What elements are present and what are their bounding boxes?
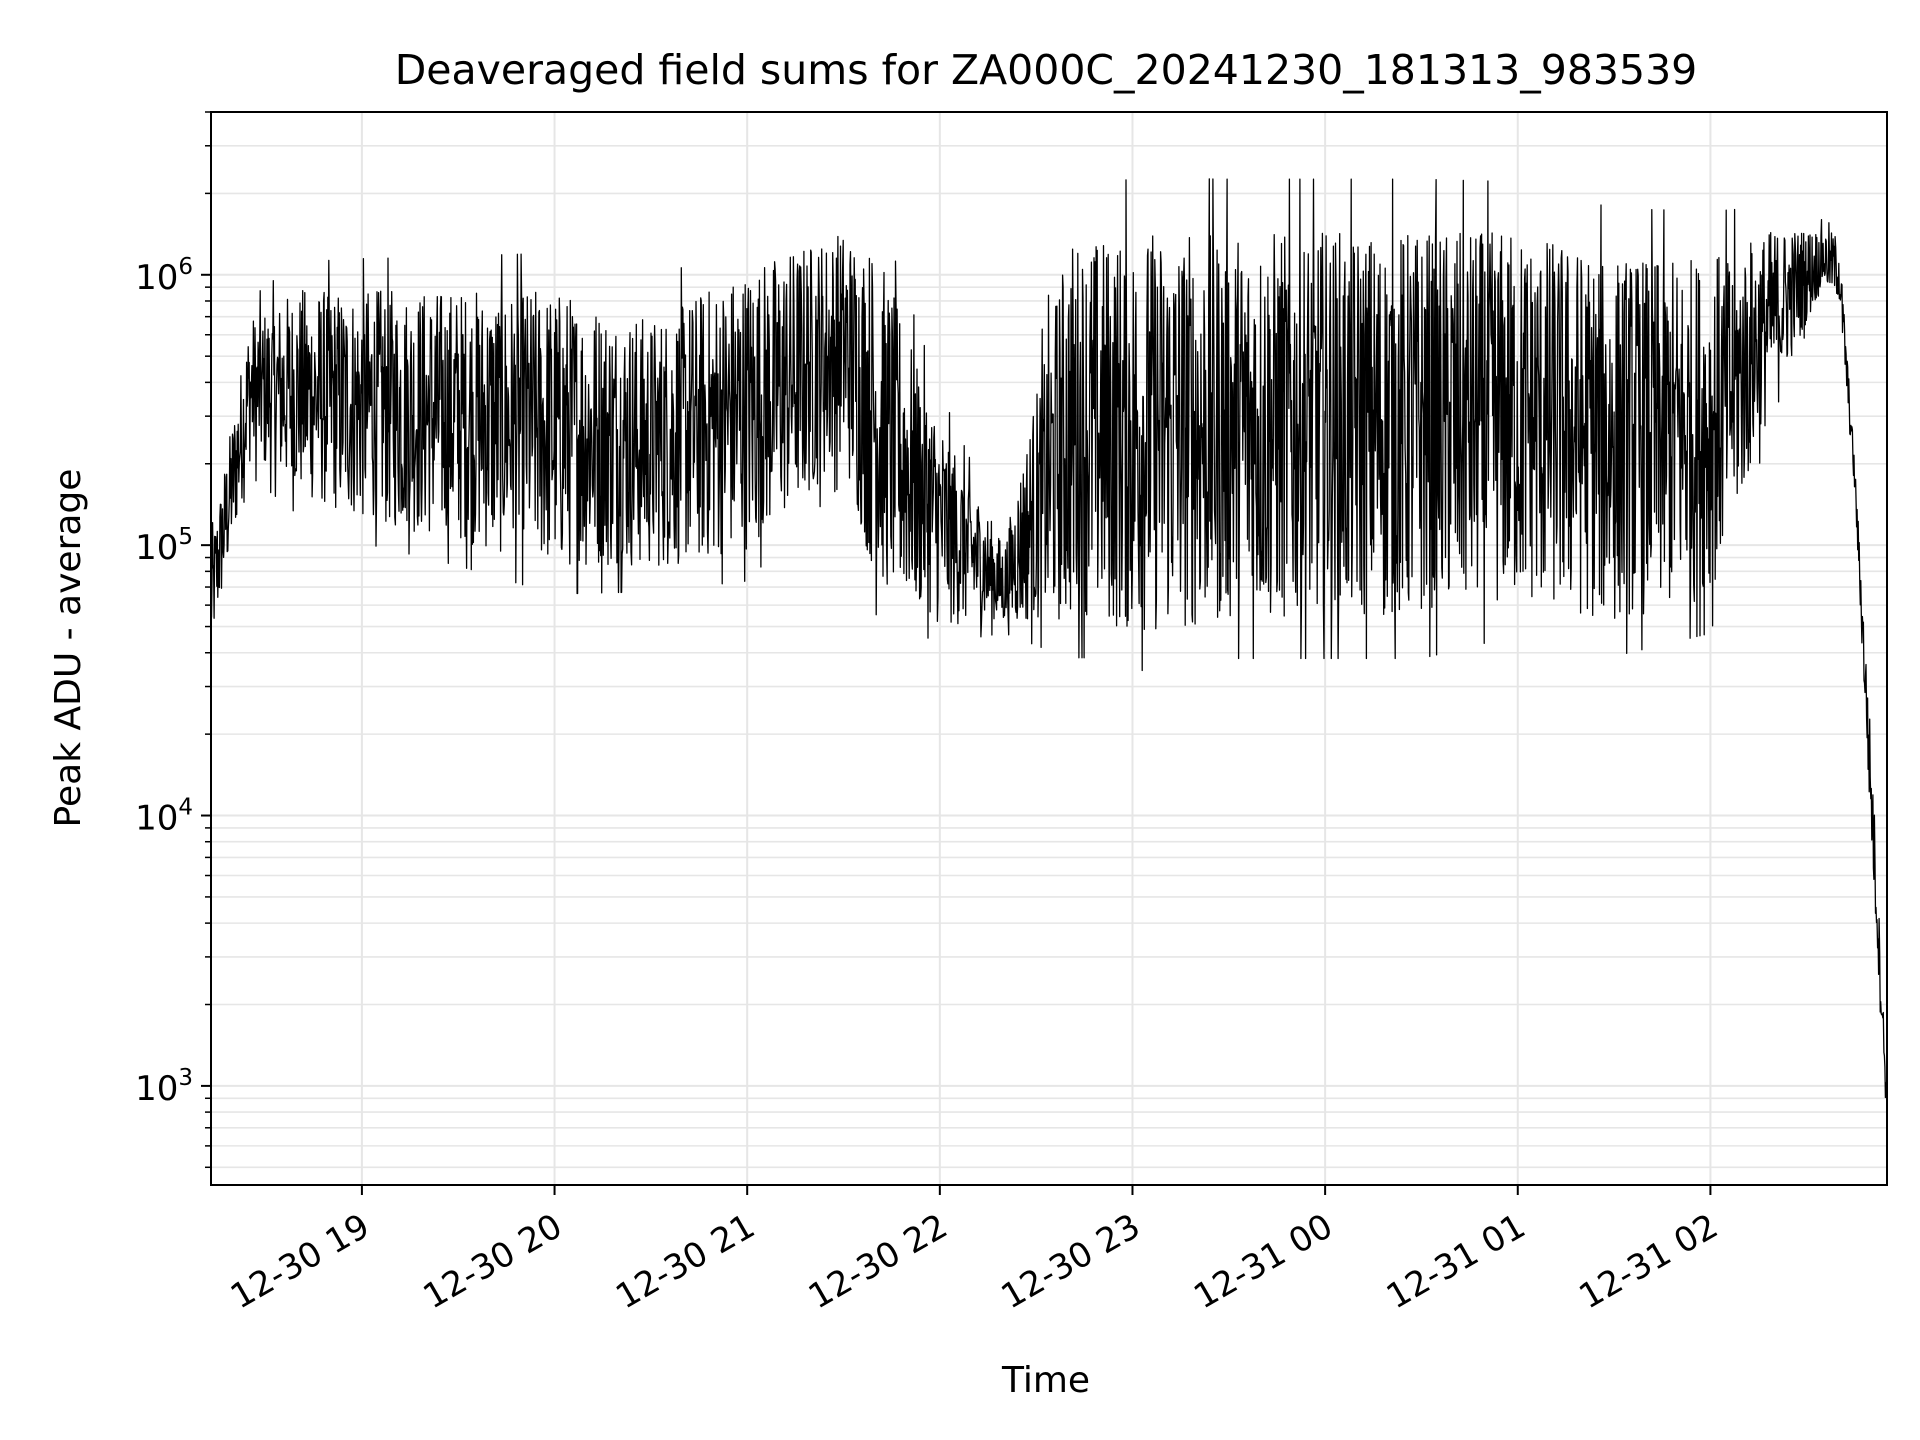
chart-title: Deaveraged field sums for ZA000C_2024123… <box>395 46 1698 94</box>
x-tick-label: 12-31 01 <box>1380 1206 1532 1317</box>
x-tick-label: 12-30 23 <box>995 1206 1147 1317</box>
y-tick-label: 105 <box>135 524 193 568</box>
x-tick-label: 12-31 00 <box>1187 1206 1339 1317</box>
y-tick-label: 104 <box>135 795 193 839</box>
y-axis: 103 104 105 106 <box>135 111 211 1169</box>
x-axis-label: Time <box>1001 1360 1090 1401</box>
data-line <box>210 178 1888 1112</box>
y-tick-label: 106 <box>135 254 193 298</box>
y-axis-label: Peak ADU - average <box>48 469 89 828</box>
y-tick-label: 103 <box>135 1065 193 1109</box>
x-tick-label: 12-31 02 <box>1573 1206 1725 1317</box>
x-tick-label: 12-30 21 <box>609 1206 761 1317</box>
series-line <box>210 178 1888 1112</box>
x-tick-label: 12-30 20 <box>417 1206 569 1317</box>
plot-frame <box>210 111 1888 1186</box>
x-axis: 12-30 19 12-30 20 12-30 21 12-30 22 12-30 23… <box>224 1185 1725 1317</box>
x-tick-label: 12-30 22 <box>802 1206 954 1317</box>
x-tick-label: 12-30 19 <box>224 1206 376 1317</box>
